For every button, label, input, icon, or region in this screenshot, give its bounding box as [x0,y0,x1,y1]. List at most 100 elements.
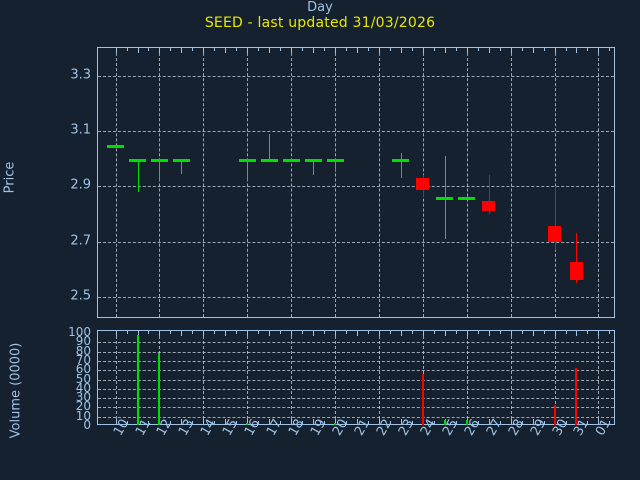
volume-bar [553,404,556,425]
volume-tick-label: 80 [75,343,91,358]
volume-gridline [98,407,614,409]
axis-tick [510,331,512,336]
axis-tick [587,331,589,334]
axis-tick [554,48,556,53]
axis-tick [400,419,402,424]
x-axis-label: Day [307,0,333,15]
axis-tick [455,48,457,51]
day-gridline [378,331,380,424]
axis-tick [203,48,205,53]
axis-tick [357,331,358,336]
axis-tick [587,48,589,51]
candle-body [548,226,562,242]
axis-tick [488,419,490,424]
volume-gridline [98,370,614,372]
axis-tick [598,419,600,424]
axis-tick [192,331,194,334]
axis-tick [499,421,501,424]
axis-tick [411,331,413,334]
volume-gridline [98,351,614,353]
axis-tick [598,48,600,53]
axis-tick [302,331,304,334]
axis-tick [214,48,216,51]
candle-wick [313,158,315,176]
axis-tick [499,48,501,51]
candle-body [436,197,454,201]
price-tick-label: 2.7 [70,233,91,249]
volume-gridline [98,388,614,390]
candle-body [569,262,583,281]
axis-tick [324,331,326,334]
candle-body [482,201,496,212]
day-gridline [247,48,249,317]
axis-tick [324,421,326,424]
volume-bar [246,423,249,425]
axis-tick [258,331,260,334]
axis-tick [258,421,260,424]
axis-tick [389,331,391,334]
axis-tick [258,48,260,51]
axis-tick [543,331,545,334]
volume-gridline [98,398,614,400]
price-gridline [98,75,614,77]
day-gridline [554,48,556,317]
candle-wick [159,158,161,181]
axis-tick [225,419,227,424]
candle-body [238,158,256,162]
axis-tick [598,331,600,336]
axis-tick [488,331,490,336]
axis-tick [214,421,216,424]
volume-bar [443,420,446,425]
axis-tick [313,419,315,424]
candle-wick [335,158,337,173]
axis-tick [565,48,567,51]
axis-tick [115,331,117,336]
volume-tick-label: 60 [75,362,91,377]
volume-bar [158,353,161,425]
day-gridline [247,331,249,424]
candle-body [326,158,344,162]
axis-tick [126,421,128,424]
candle-body [416,177,430,191]
volume-tick-label: 50 [75,371,91,386]
price-tick-label: 3.1 [70,122,91,138]
axis-tick [400,331,402,336]
price-tick-label: 3.3 [70,67,91,83]
axis-tick [181,331,183,336]
volume-bar [421,373,424,425]
axis-tick [532,331,534,336]
axis-tick [302,48,304,51]
axis-tick [280,331,282,334]
candle-body [304,158,322,162]
volume-tick-label: 10 [75,408,91,423]
day-gridline [466,331,468,424]
axis-tick [126,331,128,334]
axis-tick [247,331,249,336]
axis-tick [433,331,435,334]
price-tick-label: 2.5 [70,288,91,304]
axis-tick [236,48,238,51]
axis-tick [346,421,348,424]
axis-tick [148,421,150,424]
axis-tick [521,331,523,334]
price-gridline [98,296,614,298]
axis-tick [335,419,337,424]
candle-body [260,158,278,162]
axis-tick [137,48,139,53]
price-gridline [98,130,614,132]
axis-tick [389,421,391,424]
axis-tick [170,331,172,334]
candle-wick [269,133,271,162]
axis-tick [389,48,391,51]
axis-tick [269,419,271,424]
axis-tick [269,48,271,53]
axis-tick [291,419,293,424]
chart-title: SEED - last updated 31/03/2026 [204,15,436,31]
candle-body [392,158,410,162]
axis-tick [357,48,358,53]
axis-tick [181,48,183,53]
axis-tick [203,331,205,336]
candle-body [282,158,300,162]
day-gridline [203,48,205,317]
